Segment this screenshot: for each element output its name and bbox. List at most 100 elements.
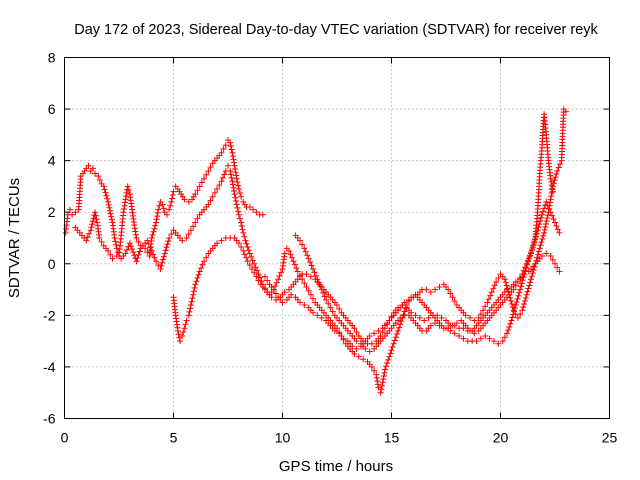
y-tick-label: -2 <box>43 307 56 323</box>
data-point-fill <box>517 283 524 290</box>
data-point <box>412 312 419 319</box>
data-point <box>281 250 288 257</box>
data-point <box>438 314 445 321</box>
data-point-fill <box>551 177 558 184</box>
data-point-fill <box>132 228 139 235</box>
data-point <box>353 338 360 345</box>
data-point <box>148 235 155 241</box>
data-point-fill <box>529 244 536 251</box>
data-point-fill <box>230 156 237 163</box>
data-point <box>222 142 229 149</box>
data-point <box>355 353 362 360</box>
data-point-fill <box>228 146 235 153</box>
data-point-fill <box>553 171 560 178</box>
data-point <box>144 237 151 244</box>
data-point <box>246 250 253 257</box>
data-point <box>153 258 160 265</box>
data-point <box>231 162 238 169</box>
data-point-fill <box>548 182 555 189</box>
data-point-fill <box>371 367 378 374</box>
data-point <box>170 188 177 195</box>
data-point-fill <box>451 298 458 305</box>
data-point <box>133 235 140 241</box>
data-point-fill <box>241 251 248 258</box>
data-point <box>562 108 569 115</box>
data-point-fill <box>234 204 241 211</box>
data-point-fill <box>194 187 201 194</box>
data-point <box>286 247 293 254</box>
data-point <box>275 276 282 283</box>
data-point <box>227 167 234 174</box>
data-point-fill <box>102 189 109 196</box>
data-point <box>397 314 404 321</box>
data-point-fill <box>167 202 174 209</box>
data-point-fill <box>507 320 514 327</box>
data-point-fill <box>235 182 242 189</box>
data-point-fill <box>495 274 502 281</box>
data-point-fill <box>159 259 166 266</box>
axes: 0 5 10 15 20 25 -6 -4 -2 0 2 4 6 8 <box>43 50 617 446</box>
data-point-fill <box>533 257 540 264</box>
data-point-fill <box>517 311 524 318</box>
x-tick-label: 0 <box>61 430 69 446</box>
data-point-fill <box>543 218 550 225</box>
data-point-fill <box>188 298 195 305</box>
data-point-fill <box>239 226 246 233</box>
data-point-fill <box>246 262 253 269</box>
data-point <box>229 178 236 185</box>
data-point <box>510 286 517 293</box>
data-point-fill <box>93 216 100 223</box>
data-point-fill <box>220 146 227 153</box>
data-point <box>549 188 556 195</box>
y-tick-label: 8 <box>48 50 56 66</box>
data-point-fill <box>235 208 242 215</box>
data-point-fill <box>520 274 527 281</box>
data-point <box>377 389 384 396</box>
data-point-fill <box>509 304 516 311</box>
data-point <box>66 206 73 213</box>
data-point-fill <box>160 253 167 260</box>
data-point-fill <box>229 181 236 188</box>
data-point-fill <box>252 264 259 271</box>
data-point-fill <box>165 238 172 245</box>
data-point-fill <box>130 249 137 256</box>
data-point-fill <box>396 324 403 331</box>
data-point-fill <box>287 251 294 258</box>
data-point <box>179 237 186 244</box>
data-point-fill <box>520 304 527 311</box>
data-point-fill <box>233 172 240 179</box>
data-point <box>427 289 434 296</box>
data-point-fill <box>487 292 494 299</box>
data-point <box>133 258 140 265</box>
data-point-fill <box>524 288 531 295</box>
data-point <box>499 338 506 345</box>
data-point <box>427 322 434 329</box>
data-point-fill <box>381 369 388 376</box>
data-point-fill <box>531 238 538 245</box>
data-point-fill <box>227 171 234 178</box>
data-point <box>246 204 253 211</box>
data-point-fill <box>547 199 554 206</box>
data-point-fill <box>388 347 395 354</box>
data-point <box>519 307 526 314</box>
data-point <box>303 283 310 290</box>
data-point-fill <box>501 334 508 341</box>
data-point <box>514 278 521 285</box>
data-point-fill <box>230 159 237 166</box>
data-point-fill <box>315 279 322 286</box>
data-point-fill <box>187 305 194 312</box>
data-point-fill <box>400 311 407 318</box>
data-point-fill <box>520 267 527 274</box>
data-point-fill <box>541 205 548 212</box>
data-point-fill <box>325 300 332 307</box>
data-point-fill <box>228 174 235 181</box>
data-point <box>253 209 260 216</box>
data-point-fill <box>107 251 114 258</box>
data-point-fill <box>190 223 197 230</box>
data-point-fill <box>147 244 154 251</box>
data-point-fill <box>134 254 141 261</box>
data-point-fill <box>203 171 210 178</box>
data-point-fill <box>160 205 167 212</box>
data-point <box>196 268 203 275</box>
data-point-fill <box>162 247 169 254</box>
